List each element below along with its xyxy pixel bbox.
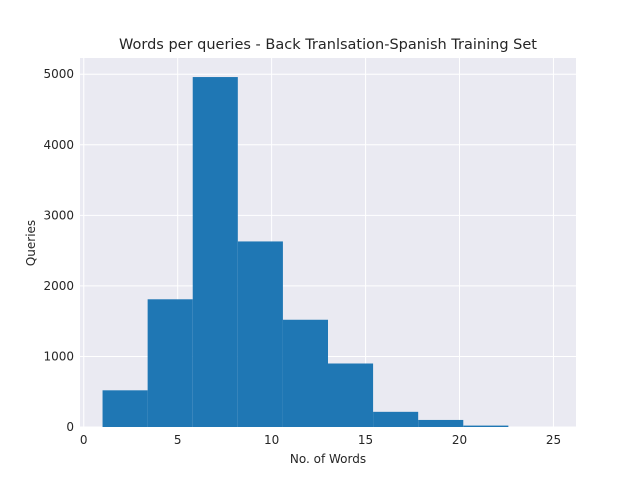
histogram-bar <box>328 363 374 427</box>
y-tick-label: 1000 <box>43 349 74 363</box>
y-tick-label: 4000 <box>43 138 74 152</box>
y-tick-label: 0 <box>66 420 74 434</box>
y-axis-ticks: 0 1000 2000 3000 4000 5000 <box>43 67 74 434</box>
x-tick-label: 0 <box>80 433 88 447</box>
y-tick-label: 2000 <box>43 279 74 293</box>
x-tick-label: 20 <box>452 433 467 447</box>
x-axis-label: No. of Words <box>290 452 366 466</box>
histogram-bars <box>102 77 509 427</box>
y-axis-label: Queries <box>24 220 38 266</box>
histogram-bar <box>102 390 148 427</box>
x-axis-ticks: 0 5 10 15 20 25 <box>80 433 561 447</box>
x-tick-label: 5 <box>174 433 182 447</box>
histogram-bar <box>463 425 509 427</box>
x-tick-label: 10 <box>264 433 279 447</box>
x-tick-label: 25 <box>546 433 561 447</box>
histogram-bar <box>418 419 464 427</box>
histogram-bar <box>282 319 328 427</box>
x-tick-label: 15 <box>358 433 373 447</box>
chart-title: Words per queries - Back Tranlsation-Spa… <box>119 37 537 53</box>
histogram-bar <box>147 299 193 427</box>
histogram-bar <box>192 77 238 427</box>
y-tick-label: 3000 <box>43 208 74 222</box>
y-tick-label: 5000 <box>43 67 74 81</box>
histogram-bar <box>373 411 419 427</box>
histogram-bar <box>237 241 283 427</box>
